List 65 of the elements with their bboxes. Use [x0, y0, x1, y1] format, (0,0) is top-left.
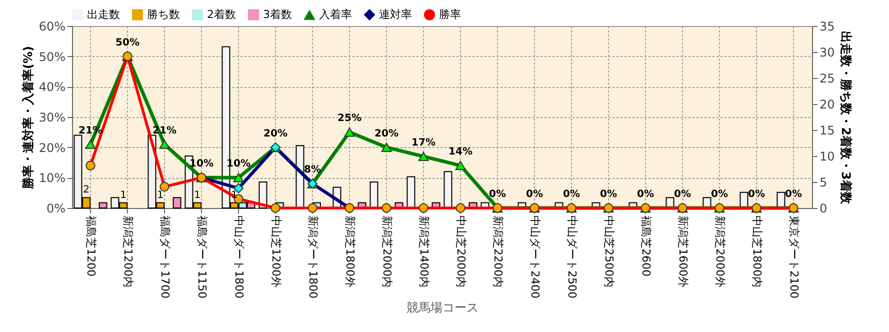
x-tick-label: 新潟芝1400内 [418, 216, 430, 288]
y-tick-label: 60% [38, 20, 66, 34]
data-label: 0% [637, 189, 654, 200]
y2-tick-label: 30 [820, 46, 835, 60]
data-label: 20% [374, 128, 398, 140]
legend-label: 3着数 [263, 8, 292, 21]
x-tick-label: 福島ダート1150 [196, 216, 208, 298]
data-label: 14% [448, 146, 472, 158]
y2-tick-label: 15 [820, 124, 835, 138]
y2-tick-label: 25 [820, 72, 835, 86]
x-tick-label: 福島芝1200 [84, 216, 98, 276]
y-tick-label: 50% [38, 50, 66, 64]
y2-tick-label: 35 [820, 20, 835, 34]
data-label: 1 [194, 190, 201, 201]
y-tick-label: 40% [38, 80, 66, 94]
data-label: 0% [674, 189, 691, 200]
data-label: 8% [304, 164, 321, 176]
legend-label: 2着数 [207, 8, 236, 21]
y2-tick-label: 0 [820, 202, 828, 216]
x-tick-label: 東京ダート2100 [788, 216, 800, 298]
y2-tick-label: 20 [820, 98, 835, 112]
data-label: 0% [785, 189, 802, 200]
legend-label: 入着率 [319, 8, 352, 22]
x-tick-label: 中山ダート2400 [528, 216, 542, 298]
data-label: 1 [157, 190, 164, 201]
data-label: 0% [526, 189, 543, 200]
data-label: 0% [711, 189, 728, 200]
y-tick-label: 10% [38, 171, 66, 186]
x-tick-label: 中山芝1800内 [750, 216, 764, 288]
y2-tick-label: 10 [820, 150, 835, 164]
x-tick-label: 福島ダート1700 [158, 216, 172, 298]
legend-label: 連対率 [379, 8, 412, 21]
legend-label: 出走数 [87, 8, 120, 21]
y2-tick-label: 5 [820, 176, 828, 190]
x-tick-label: 中山ダート2500 [566, 216, 578, 298]
data-label: 20% [264, 128, 288, 140]
x-tick-label: 中山芝1200外 [270, 216, 282, 288]
data-label: 0% [600, 189, 617, 200]
y-tick-label: 20% [38, 140, 66, 155]
data-label: 1 [120, 190, 127, 201]
y-axis-title: 勝率・連対率・入着率(%) [20, 46, 35, 190]
x-tick-label: 新潟芝1800外 [344, 216, 356, 288]
x-tick-label: 新潟芝2000外 [714, 216, 726, 288]
x-tick-label: 新潟芝1200内 [122, 216, 134, 288]
data-label: 0% [748, 189, 765, 200]
x-tick-label: 中山ダート1800 [232, 216, 246, 298]
y-tick-label: 0% [46, 202, 66, 216]
legend-label: 勝ち数 [147, 8, 180, 21]
x-tick-label: 新潟芝2000内 [380, 216, 394, 288]
x-tick-label: 福島芝2600 [640, 216, 652, 276]
data-label: 2 [83, 184, 90, 196]
x-tick-label: 新潟ダート1800 [306, 216, 320, 298]
x-tick-label: 新潟芝2200内 [492, 216, 504, 288]
x-tick-label: 新潟芝1600外 [676, 216, 690, 288]
data-label: 50% [116, 37, 140, 48]
y2-axis-title: 出走数・勝ち数・2着数・3着数 [838, 31, 853, 205]
x-tick-label: 中山芝2000内 [454, 216, 468, 288]
data-label: 25% [338, 113, 362, 124]
legend-label: 勝率 [439, 8, 461, 21]
data-label: 0% [563, 189, 580, 200]
data-label: 0% [489, 189, 506, 200]
y-tick-label: 30% [38, 110, 66, 124]
x-axis-title: 競馬場コース [406, 300, 478, 314]
data-label: 17% [412, 137, 436, 148]
x-tick-label: 中山芝2500内 [602, 216, 616, 288]
